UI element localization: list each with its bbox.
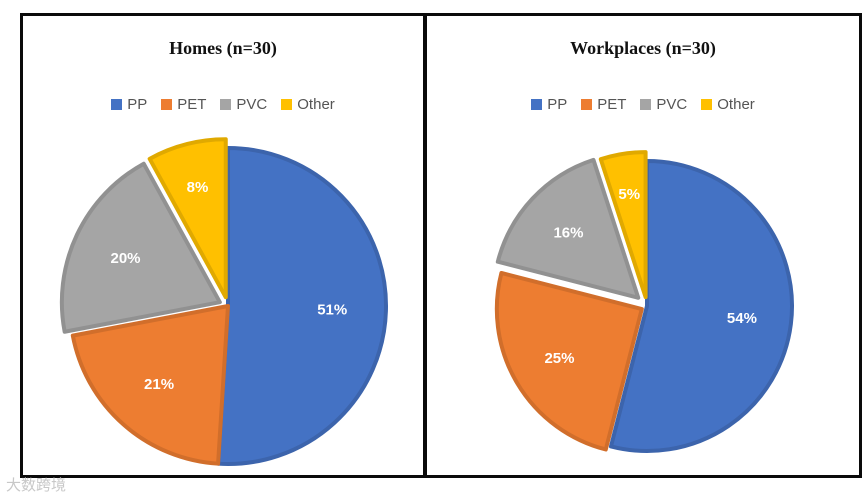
legend-swatch <box>161 99 173 110</box>
legend-swatch <box>640 99 652 110</box>
legend-label: PVC <box>236 96 268 113</box>
legend-item-pet: PET <box>161 96 206 113</box>
legend-label: PET <box>177 96 207 113</box>
pie-slice-pvc <box>59 161 222 334</box>
legend-label: PET <box>597 96 627 113</box>
chart-panel-homes: Homes (n=30) PP PET PVC Other 51% 21% 20% 8… <box>20 13 426 478</box>
chart-panel-workplaces: Workplaces (n=30) PP PET PVC Other 54% 25… <box>424 13 862 478</box>
legend-swatch <box>581 99 593 110</box>
legend-item-other: Other <box>701 96 755 113</box>
chart-title: Homes (n=30) <box>169 38 277 58</box>
chart-legend: PP PET PVC Other <box>23 96 423 113</box>
pie-slice-pet <box>70 304 230 466</box>
legend-label: PP <box>127 96 148 113</box>
legend-item-pvc: PVC <box>220 96 267 113</box>
pie-slice-pvc <box>495 157 641 300</box>
data-label: 5% <box>618 186 640 203</box>
pie-chart-homes: 51% 21% 20% 8% <box>59 137 389 466</box>
data-label: 21% <box>144 376 174 393</box>
pie-slice-pet <box>494 270 644 452</box>
legend-swatch <box>531 99 543 110</box>
pie-slice-pp <box>216 146 389 466</box>
legend-swatch <box>220 99 232 110</box>
pie-slice-other <box>147 137 228 300</box>
data-label: 25% <box>544 350 574 367</box>
legend-item-pp: PP <box>111 96 147 113</box>
legend-item-pvc: PVC <box>640 96 687 113</box>
legend-item-other: Other <box>281 96 335 113</box>
data-label: 8% <box>187 179 209 196</box>
chart-title: Workplaces (n=30) <box>570 38 716 58</box>
data-label: 16% <box>553 224 583 241</box>
pie-slice-other <box>598 150 648 300</box>
legend-swatch <box>701 99 713 110</box>
legend-swatch <box>111 99 123 110</box>
pie-slice-pp <box>608 159 794 453</box>
legend-item-pp: PP <box>531 96 567 113</box>
legend-label: PP <box>547 96 568 113</box>
data-label: 51% <box>317 301 347 318</box>
chart-legend: PP PET PVC Other <box>427 96 859 113</box>
legend-label: Other <box>717 96 755 113</box>
pie-chart-workplaces: 54% 25% 16% 5% <box>494 150 794 453</box>
legend-item-pet: PET <box>581 96 626 113</box>
legend-label: PVC <box>656 96 688 113</box>
legend-swatch <box>281 99 293 110</box>
data-label: 54% <box>727 310 757 327</box>
watermark: 大数跨境 <box>6 476 67 494</box>
data-label: 20% <box>110 250 140 267</box>
legend-label: Other <box>297 96 335 113</box>
